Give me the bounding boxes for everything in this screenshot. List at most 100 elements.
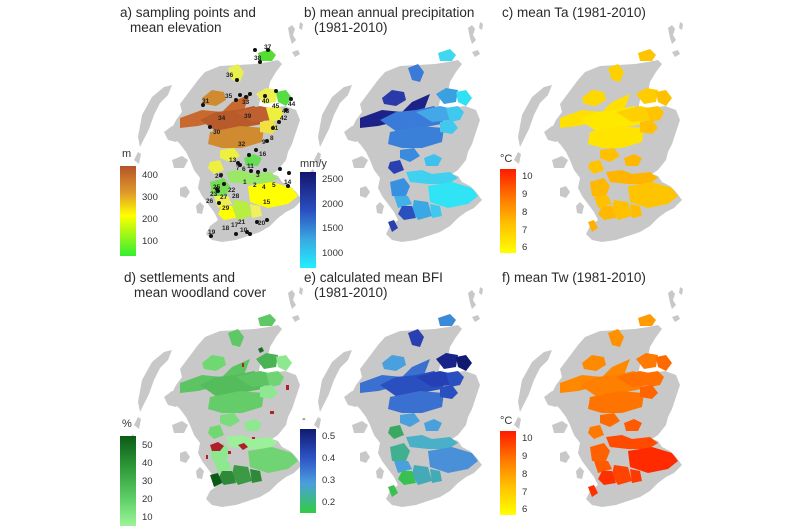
svg-text:36: 36	[226, 72, 234, 79]
map-precipitation	[310, 22, 483, 242]
svg-text:24: 24	[215, 173, 223, 180]
svg-text:38: 38	[254, 55, 262, 62]
title-line-1: f) mean Tw (1981-2010)	[502, 270, 646, 285]
map-woodland	[130, 287, 303, 507]
svg-text:15: 15	[263, 199, 271, 206]
legend-tick: 2500	[322, 174, 344, 185]
svg-text:23: 23	[210, 191, 218, 198]
svg-text:30: 30	[213, 129, 221, 136]
legend-tick: 9	[522, 189, 528, 200]
svg-text:4: 4	[262, 184, 266, 191]
title-line-2: mean elevation	[130, 20, 222, 35]
legend-tick: 1500	[322, 223, 344, 234]
svg-text:6: 6	[242, 166, 246, 173]
panel-title: f) mean Tw (1981-2010)	[502, 270, 646, 285]
legend-tick: 50	[142, 440, 153, 451]
svg-text:11: 11	[247, 163, 254, 170]
svg-text:1: 1	[243, 179, 247, 186]
svg-text:18: 18	[222, 225, 230, 232]
svg-text:2: 2	[253, 182, 257, 189]
svg-text:44: 44	[288, 101, 296, 108]
panel-c-air-temperature: c) mean Ta (1981-2010) °C 10 9 8 7 6	[490, 0, 690, 265]
panel-title: d) settlements and mean woodland cover	[124, 270, 266, 300]
legend-tick: 200	[142, 214, 158, 225]
map-water-temperature	[510, 287, 683, 507]
svg-text:35: 35	[225, 93, 233, 100]
svg-text:17: 17	[231, 222, 239, 229]
panel-f-water-temperature: f) mean Tw (1981-2010) °C 10 9 8 7 6	[490, 265, 690, 530]
svg-text:31: 31	[202, 98, 210, 105]
legend-colorbar	[300, 429, 316, 513]
legend-unit: °C	[500, 415, 513, 427]
svg-text:21: 21	[238, 219, 246, 226]
svg-text:22: 22	[228, 187, 236, 194]
legend-tick: 300	[142, 192, 158, 203]
legend-colorbar	[500, 431, 516, 515]
legend-tick: 7	[522, 487, 528, 498]
legend-tick: 9	[522, 451, 528, 462]
svg-text:42: 42	[280, 115, 288, 122]
legend-tick: 6	[522, 242, 528, 253]
title-line-1: c) mean Ta (1981-2010)	[502, 5, 646, 20]
title-line-1: b) mean annual precipitation	[304, 5, 475, 20]
legend-tick: 8	[522, 207, 528, 218]
svg-text:34: 34	[218, 115, 226, 122]
legend-tick: 30	[142, 476, 153, 487]
panel-title: e) calculated mean BFI (1981-2010)	[304, 270, 443, 300]
title-line-2: (1981-2010)	[314, 20, 388, 35]
legend-colorbar	[300, 172, 316, 268]
title-line-1: d) settlements and	[124, 270, 236, 285]
legend-colorbar	[120, 436, 136, 526]
legend-tick: 10	[142, 512, 153, 523]
svg-text:13: 13	[229, 157, 237, 164]
title-line-1: a) sampling points and	[120, 5, 256, 20]
panel-title: a) sampling points and mean elevation	[120, 5, 256, 35]
title-line-2: mean woodland cover	[134, 285, 267, 300]
panel-d-woodland: d) settlements and mean woodland cover	[110, 265, 310, 530]
svg-text:37: 37	[264, 44, 272, 51]
svg-text:41: 41	[271, 125, 279, 132]
svg-text:27: 27	[220, 194, 228, 201]
svg-text:7: 7	[236, 165, 240, 172]
legend-tick: 40	[142, 458, 153, 469]
panel-e-bfi: e) calculated mean BFI (1981-2010) - 0.5…	[290, 265, 490, 530]
title-line-1: e) calculated mean BFI	[304, 270, 443, 285]
legend-unit: m	[122, 148, 132, 160]
legend-unit: %	[122, 418, 132, 430]
svg-text:43: 43	[282, 108, 290, 115]
svg-text:33: 33	[242, 99, 250, 106]
panel-b-precipitation: b) mean annual precipitation (1981-2010)…	[290, 0, 490, 268]
legend-unit: mm/y	[300, 158, 327, 170]
svg-text:40: 40	[262, 98, 270, 105]
svg-text:20: 20	[258, 220, 266, 227]
legend-colorbar	[120, 166, 136, 256]
svg-text:5: 5	[272, 182, 276, 189]
legend-colorbar	[500, 169, 516, 253]
panel-a-elevation: a) sampling points and mean elevation	[110, 0, 310, 265]
svg-text:14: 14	[284, 179, 292, 186]
svg-text:26: 26	[206, 198, 214, 205]
legend-tick: 7	[522, 225, 528, 236]
svg-text:10: 10	[240, 227, 248, 234]
svg-text:3: 3	[256, 172, 260, 179]
map-air-temperature	[510, 22, 683, 242]
svg-text:16: 16	[259, 151, 267, 158]
title-line-2: (1981-2010)	[314, 285, 388, 300]
svg-text:39: 39	[244, 113, 252, 120]
map-bfi	[310, 287, 483, 507]
panel-title: c) mean Ta (1981-2010)	[502, 5, 646, 20]
legend-tick: 100	[142, 236, 158, 247]
legend-tick: 6	[522, 504, 528, 515]
svg-text:32: 32	[238, 141, 246, 148]
legend-tick: 2000	[322, 199, 344, 210]
svg-text:25: 25	[213, 184, 221, 191]
svg-text:9: 9	[262, 139, 266, 146]
legend-tick: 10	[522, 171, 533, 182]
legend-unit: °C	[500, 153, 513, 165]
legend-tick: 10	[522, 433, 533, 444]
legend-tick: 0.2	[322, 497, 336, 508]
legend-tick: 1000	[322, 248, 344, 259]
legend-tick: 0.3	[322, 475, 336, 486]
legend-tick: 400	[142, 170, 158, 181]
